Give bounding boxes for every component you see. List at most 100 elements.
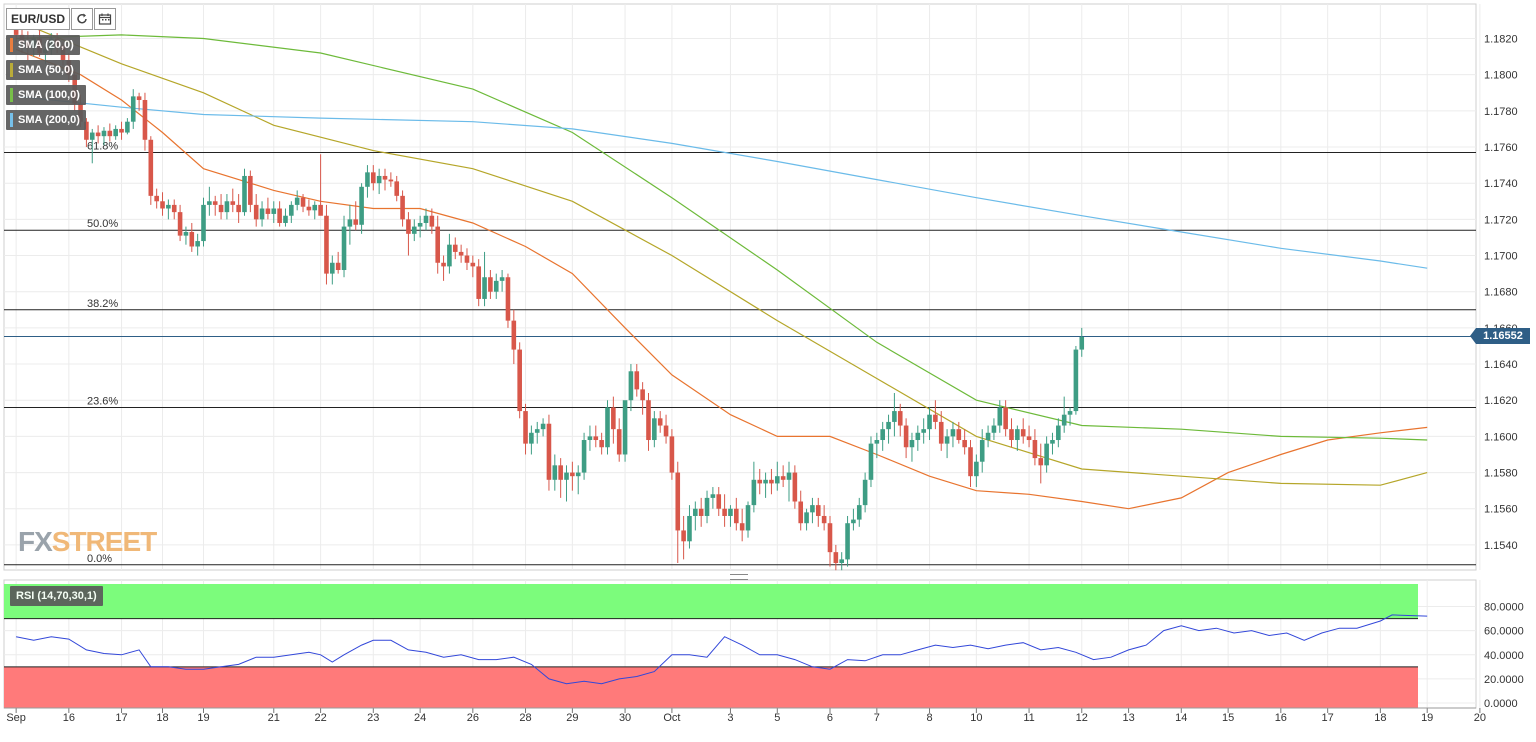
candle [359,183,364,234]
candle-body [710,494,716,498]
candle-body [968,447,973,477]
candle [886,414,891,444]
price-tick-label: 1.1560 [1484,504,1518,516]
candle-body [488,277,493,292]
fibonacci-label: 50.0% [87,218,118,230]
candle [289,201,294,223]
price-tick-label: 1.1760 [1484,142,1518,154]
candle [505,273,511,328]
candle [786,461,792,502]
candle-body [868,443,874,480]
x-tick-label: 20 [1474,712,1486,724]
legend-sma-200[interactable]: SMA (200,0) [6,110,86,130]
candle [318,154,323,216]
candle-body [458,251,464,256]
candle-body [933,414,938,422]
candle-body [605,407,610,448]
candle-body [956,429,962,441]
rsi-line-layer [15,614,1428,685]
candle-body [130,96,136,122]
candle-body [728,508,733,516]
legend-sma-100[interactable]: SMA (100,0) [6,85,86,105]
candle-body [845,523,850,560]
candle [417,215,423,238]
candle-body [376,175,382,184]
candle-body [406,219,411,234]
candle [956,421,962,444]
main-pane-frame [3,3,1477,571]
candle [979,429,985,473]
sma-line [15,19,1428,486]
candle [95,125,101,144]
candle [728,505,733,527]
candle-body [177,212,183,236]
candle [704,490,710,524]
candle [985,425,991,448]
candle-body [944,436,950,444]
x-tick-label: 18 [156,712,168,724]
candle [1050,432,1055,455]
x-tick-label: Oct [663,712,680,724]
candle [710,487,716,509]
candle [716,487,722,516]
candle [564,465,569,502]
candle-body [306,206,312,211]
sma-lines [15,19,1428,510]
candle-body [435,226,441,263]
candle [130,89,136,129]
candle-body [851,519,856,524]
candle [974,454,979,488]
candle-body [148,139,154,196]
refresh-button[interactable] [71,8,93,30]
legend-sma-50[interactable]: SMA (50,0) [6,60,80,80]
candle-body [160,201,165,209]
candle [575,465,581,495]
rsi-tick-label: 60.0000 [1484,626,1524,638]
x-tick-label: 7 [874,712,880,724]
candle [476,259,481,307]
candle-body [681,530,686,542]
candle [523,403,528,455]
candle-body [371,172,376,184]
candle [681,515,686,560]
candle-body [248,175,253,205]
legend-sma-50-swatch [10,63,13,77]
candle-body [599,440,604,448]
candle-body [470,262,476,267]
candle [470,255,476,278]
candle-body [611,407,616,430]
candle-body [271,208,277,214]
candle-body [195,241,200,247]
sma-line [16,34,1428,441]
candle [839,552,844,571]
fibonacci-label: 23.6% [87,395,118,407]
candle [447,233,452,274]
candle [394,175,400,202]
price-tick-label: 1.1720 [1484,214,1518,226]
fibonacci-levels: 61.8% 50.0% 38.2% 23.6% 0.0% [4,140,1476,566]
candle [435,215,441,274]
legend-rsi[interactable]: RSI (14,70,30,1) [10,586,103,606]
candle [933,400,938,430]
candle-body [622,400,628,455]
rsi-tick-label: 0.0000 [1484,698,1518,710]
candle [698,497,704,527]
pane-resize-handle[interactable] [730,574,748,580]
legend-sma-20[interactable]: SMA (20,0) [6,35,80,55]
candle [429,208,435,234]
x-tick-label: 15 [1222,712,1234,724]
candle-body [107,130,113,137]
candle-body [640,389,645,401]
price-tick-label: 1.1620 [1484,395,1518,407]
calendar-button[interactable] [94,8,116,30]
candle [821,505,827,531]
candle-body [347,219,353,227]
x-tick-label: 19 [197,712,209,724]
candle-body [1009,429,1014,441]
candle-body [341,226,347,271]
symbol-button[interactable]: EUR/USD [6,8,70,30]
candle-body [716,494,722,509]
price-tick-label: 1.1680 [1484,287,1518,299]
candle [874,432,880,459]
candle-body [183,232,189,236]
